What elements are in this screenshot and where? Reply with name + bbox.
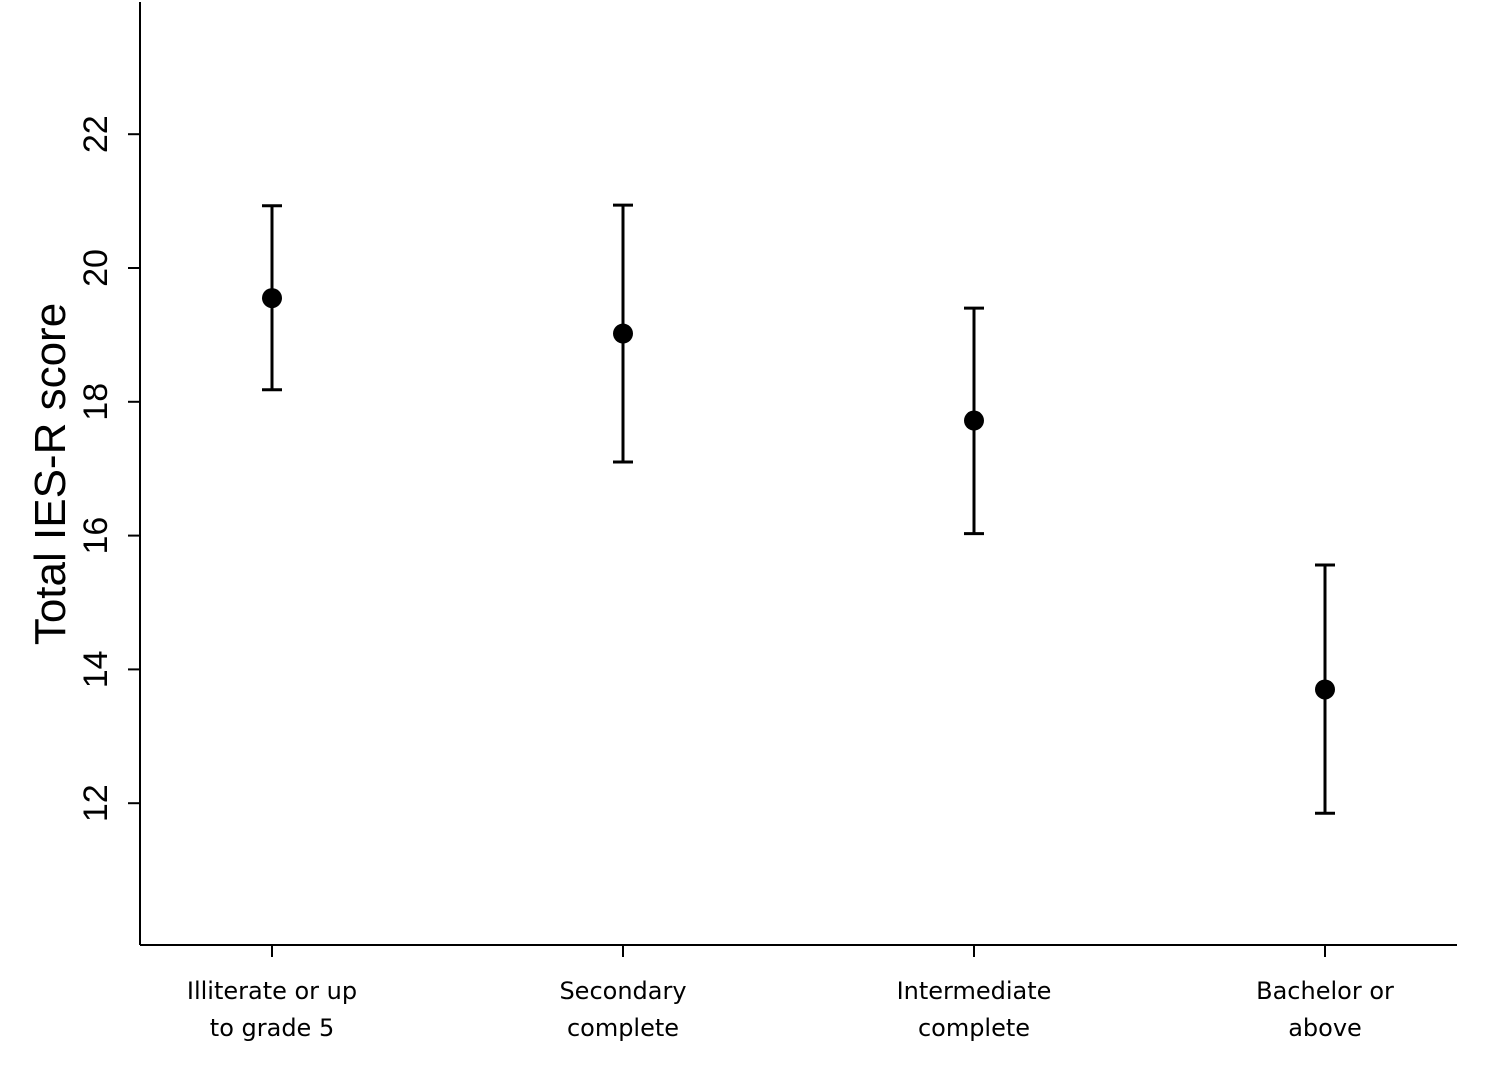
y-tick-label: 18 — [77, 383, 115, 421]
axes — [139, 2, 1457, 946]
y-ticks: 12 14 16 18 20 22 — [77, 115, 140, 822]
x-tick-label: to grade 5 — [210, 1014, 334, 1042]
x-tick-label: Illiterate or up — [187, 977, 357, 1005]
y-tick-label: 22 — [77, 115, 115, 153]
y-tick-label: 12 — [77, 784, 115, 822]
y-tick-label: 16 — [77, 517, 115, 555]
x-tick-label: Intermediate — [897, 977, 1052, 1005]
data-marks — [262, 203, 1335, 815]
y-axis-label: Total IES-R score — [26, 303, 75, 645]
y-tick-label: 14 — [77, 650, 115, 688]
x-tick-label: complete — [918, 1014, 1030, 1042]
x-tick-label: complete — [567, 1014, 679, 1042]
data-point — [964, 410, 984, 431]
x-tick-label: Secondary — [559, 977, 686, 1005]
data-point — [262, 288, 282, 309]
data-point — [613, 323, 633, 344]
x-ticks: Illiterate or up to grade 5 Secondary compl… — [187, 945, 1394, 1042]
x-tick-label: above — [1288, 1014, 1362, 1042]
x-tick-label: Bachelor or — [1256, 977, 1394, 1005]
data-point — [1315, 679, 1335, 700]
y-tick-label: 20 — [77, 249, 115, 287]
